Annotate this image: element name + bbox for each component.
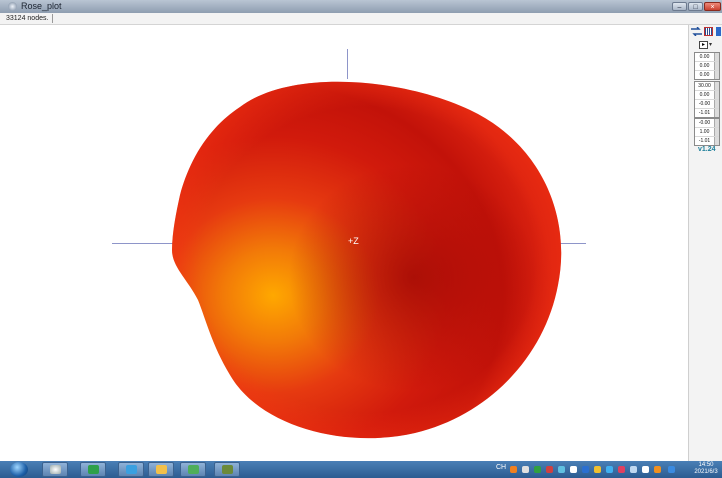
scale-field-3[interactable]: -1.01: [695, 137, 719, 145]
explorer-icon[interactable]: [42, 462, 68, 477]
rotation-field-1[interactable]: 30.00: [695, 82, 719, 91]
taskbar: CH 14:50 2021/6/3: [0, 461, 722, 478]
rose-surface[interactable]: [150, 55, 570, 445]
play-button[interactable]: ▸: [699, 41, 708, 49]
tray-app-icon[interactable]: [594, 466, 601, 473]
axis-z-label: +Z: [348, 236, 359, 246]
window-titlebar[interactable]: Rose_plot – □ ×: [0, 0, 722, 13]
status-strip: 33124 nodes.: [0, 13, 722, 25]
rotation-field-4[interactable]: -1.01: [695, 109, 719, 117]
scale-field-1[interactable]: -0.00: [695, 119, 719, 128]
control-panel: ▸ ▾ 0.00 0.00 0.00 30.00 0.00 -0.00 -1.0…: [688, 25, 722, 461]
rotation-field-3[interactable]: -0.00: [695, 100, 719, 109]
tray-app-icon[interactable]: [534, 466, 541, 473]
tray-app-icon[interactable]: [510, 466, 517, 473]
window-title: Rose_plot: [21, 1, 62, 11]
rotation-field-2[interactable]: 0.00: [695, 91, 719, 100]
maximize-button[interactable]: □: [688, 2, 703, 11]
tray-app-icon[interactable]: [546, 466, 553, 473]
tray-app-icon[interactable]: [582, 466, 589, 473]
volume-icon[interactable]: [642, 466, 649, 473]
rotation-group: 30.00 0.00 -0.00 -1.01: [694, 81, 720, 118]
position-group: 0.00 0.00 0.00: [694, 52, 720, 80]
tray-app-icon[interactable]: [522, 466, 529, 473]
viewport-3d[interactable]: +Z: [0, 25, 688, 461]
position-z-field[interactable]: 0.00: [695, 71, 719, 79]
position-x-field[interactable]: 0.00: [695, 53, 719, 62]
swap-icon[interactable]: [691, 27, 702, 36]
tray-app-icon[interactable]: [558, 466, 565, 473]
language-indicator[interactable]: CH: [496, 464, 507, 471]
start-button[interactable]: [10, 462, 28, 477]
node-count: 33124 nodes.: [6, 14, 54, 23]
chevron-down-icon[interactable]: ▾: [709, 42, 713, 48]
axis-line-vertical-top: [347, 49, 348, 79]
rose-icon[interactable]: [214, 462, 240, 477]
chart-icon[interactable]: [180, 462, 206, 477]
image-icon[interactable]: [118, 462, 144, 477]
folder-icon[interactable]: [148, 462, 174, 477]
clock-date: 2021/6/3: [694, 469, 718, 475]
app-icon: [8, 2, 17, 11]
system-tray: CH: [496, 464, 686, 475]
show-desktop-icon[interactable]: [668, 466, 675, 473]
grid-icon[interactable]: [704, 27, 713, 36]
position-y-field[interactable]: 0.00: [695, 62, 719, 71]
minimize-button[interactable]: –: [672, 2, 687, 11]
network-icon[interactable]: [630, 466, 637, 473]
clock[interactable]: 14:50 2021/6/3: [692, 462, 720, 476]
tray-app-icon[interactable]: [618, 466, 625, 473]
version-label: v1.24: [698, 146, 716, 153]
clock-time: 14:50: [698, 462, 714, 468]
axis-line-horizontal-left: [112, 243, 180, 244]
axis-line-horizontal-right: [548, 243, 586, 244]
settings-icon[interactable]: [80, 462, 106, 477]
more-icon[interactable]: [716, 27, 721, 36]
tray-app-icon[interactable]: [606, 466, 613, 473]
tray-app-icon[interactable]: [570, 466, 577, 473]
flag-icon[interactable]: [654, 466, 661, 473]
close-button[interactable]: ×: [704, 2, 721, 11]
scale-group: -0.00 1.00 -1.01: [694, 118, 720, 146]
scale-field-2[interactable]: 1.00: [695, 128, 719, 137]
